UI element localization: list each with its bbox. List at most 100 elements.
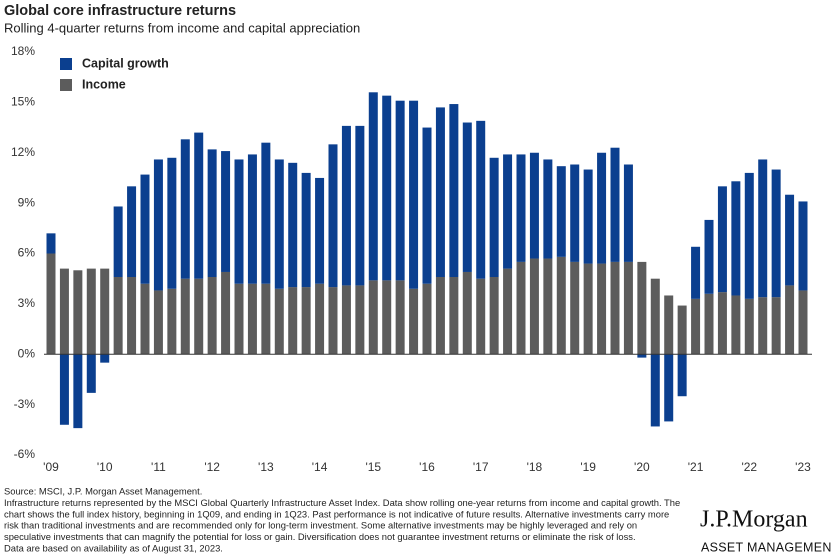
y-tick-label: 15% bbox=[11, 95, 35, 109]
x-tick-label: '13 bbox=[258, 460, 274, 474]
y-tick-label: 3% bbox=[18, 296, 36, 310]
x-tick-label: '11 bbox=[151, 460, 166, 474]
bar-segment bbox=[422, 283, 432, 355]
bar-segment bbox=[704, 219, 714, 294]
bar-segment bbox=[207, 149, 217, 278]
bar-segment bbox=[798, 290, 808, 355]
bar-segment bbox=[503, 268, 513, 355]
bar-segment bbox=[503, 154, 513, 269]
bar-segment bbox=[113, 206, 123, 278]
bar-segment bbox=[543, 258, 553, 355]
bar-segment bbox=[46, 233, 56, 254]
bar-segment bbox=[274, 288, 284, 355]
y-tick-label: -3% bbox=[14, 397, 36, 411]
bar-segment bbox=[516, 154, 526, 262]
bar-segment bbox=[395, 100, 405, 281]
bar-segment bbox=[664, 354, 674, 422]
bar-segment bbox=[194, 132, 204, 279]
bar-segment bbox=[328, 287, 338, 355]
bar-segment bbox=[516, 261, 526, 355]
bar-segment bbox=[167, 288, 177, 355]
x-tick-label: '09 bbox=[43, 460, 59, 474]
y-tick-label: -6% bbox=[14, 447, 36, 461]
bar-segment bbox=[610, 261, 620, 355]
bar-segment bbox=[315, 283, 325, 355]
bar-segment bbox=[368, 280, 378, 355]
bar-segment bbox=[677, 305, 687, 355]
bar-segment bbox=[140, 283, 150, 355]
bar-segment bbox=[489, 157, 499, 278]
x-tick-label: '17 bbox=[473, 460, 489, 474]
legend-swatch bbox=[60, 79, 72, 91]
bar-segment bbox=[704, 293, 714, 355]
bar-segment bbox=[462, 122, 472, 272]
bar-segment bbox=[435, 107, 445, 278]
bar-segment bbox=[207, 277, 217, 355]
bar-segment bbox=[221, 151, 231, 272]
bar-segment bbox=[395, 280, 405, 355]
bar-segment bbox=[744, 298, 754, 355]
bar-segment bbox=[717, 186, 727, 293]
bar-segment bbox=[583, 169, 593, 264]
x-tick-label: '23 bbox=[795, 460, 811, 474]
bar-segment bbox=[570, 164, 580, 262]
y-tick-label: 0% bbox=[18, 346, 36, 360]
bar-segment bbox=[435, 277, 445, 355]
bar-segment bbox=[462, 271, 472, 355]
bar-segment bbox=[637, 354, 647, 358]
bar-segment bbox=[100, 354, 110, 363]
bar-segment bbox=[113, 277, 123, 355]
x-tick-label: '10 bbox=[97, 460, 113, 474]
bar-segment bbox=[771, 169, 781, 298]
bar-segment bbox=[355, 125, 365, 286]
bar-segment bbox=[529, 152, 539, 259]
bar-segment bbox=[409, 288, 419, 355]
bar-segment bbox=[288, 287, 298, 355]
x-tick-label: '20 bbox=[634, 460, 650, 474]
bar-segment bbox=[623, 164, 633, 262]
x-tick-label: '16 bbox=[419, 460, 435, 474]
x-tick-label: '12 bbox=[204, 460, 220, 474]
x-tick-label: '15 bbox=[365, 460, 381, 474]
bar-segment bbox=[153, 290, 163, 355]
bar-segment bbox=[449, 104, 459, 278]
bar-segment bbox=[529, 258, 539, 355]
logo-tagline: ASSET MANAGEMENT bbox=[701, 540, 831, 554]
bar-segment bbox=[476, 120, 486, 279]
bar-segment bbox=[382, 95, 392, 281]
bar-segment bbox=[234, 283, 244, 355]
bar-segment bbox=[382, 280, 392, 355]
bar-segment bbox=[315, 177, 325, 284]
y-tick-label: 12% bbox=[11, 145, 35, 159]
bar-segment bbox=[556, 166, 566, 257]
bar-segment bbox=[301, 172, 311, 288]
bar-segment bbox=[288, 162, 298, 288]
bar-segment bbox=[153, 159, 163, 291]
bar-segment bbox=[180, 139, 190, 279]
bar-segment bbox=[731, 295, 741, 355]
x-tick-label: '21 bbox=[688, 460, 704, 474]
bar-segment bbox=[422, 127, 432, 284]
bar-segment bbox=[86, 354, 96, 393]
bar-segment bbox=[744, 172, 754, 299]
bar-segment bbox=[623, 261, 633, 355]
y-tick-label: 9% bbox=[18, 195, 36, 209]
bar-segment bbox=[73, 270, 83, 355]
bar-segment bbox=[247, 154, 257, 284]
bar-segment bbox=[597, 152, 607, 264]
legend-swatch bbox=[60, 58, 72, 70]
bar-segment bbox=[341, 285, 351, 355]
bar-segment bbox=[247, 283, 257, 355]
bar-segment bbox=[355, 285, 365, 355]
bar-segment bbox=[59, 268, 69, 355]
bar-segment bbox=[543, 159, 553, 259]
bar-segment bbox=[194, 278, 204, 355]
bar-segment bbox=[691, 246, 701, 299]
bar-segment bbox=[758, 159, 768, 298]
bar-segment bbox=[771, 297, 781, 355]
x-tick-label: '14 bbox=[312, 460, 328, 474]
y-tick-label: 18% bbox=[11, 44, 35, 58]
bar-segment bbox=[785, 194, 795, 286]
bar-segment bbox=[717, 292, 727, 355]
